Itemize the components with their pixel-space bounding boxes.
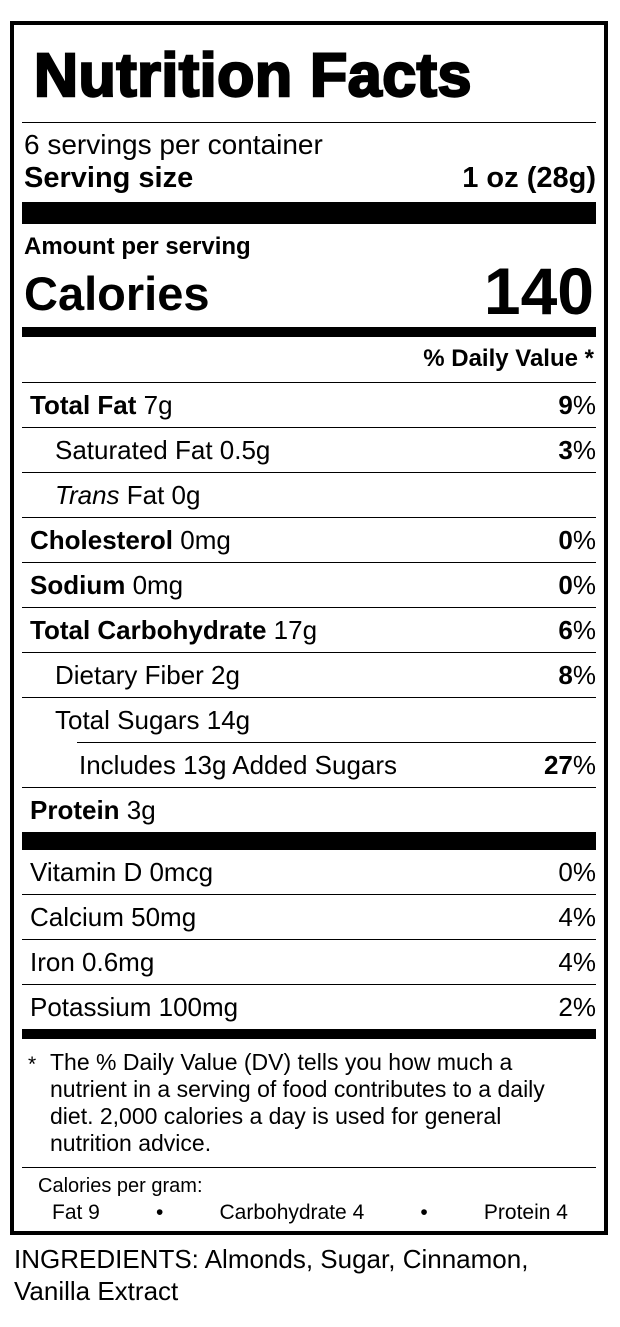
vitamin-name-amount: Calcium 50mg — [30, 902, 197, 932]
daily-value-percent: 6% — [558, 615, 596, 645]
daily-value-percent: 27% — [543, 750, 596, 780]
nutrient-row: Total Carbohydrate 17g 6% — [22, 607, 596, 652]
separator-bar-medium — [22, 327, 596, 337]
servings-per-container: 6 servings per container — [24, 129, 323, 160]
label-title: Nutrition Facts — [33, 41, 473, 109]
separator-bar-medium2 — [22, 1029, 596, 1039]
calories-per-gram-values: Fat 9 • Carbohydrate 4 • Protein 4 — [24, 1198, 596, 1231]
nutrient-name-amount: Total Sugars 14g — [55, 705, 251, 735]
calories-per-gram-item: Fat 9 — [52, 1201, 100, 1224]
nutrient-row: Sodium 0mg 0% — [22, 562, 596, 607]
nutrient-row: Dietary Fiber 2g 8% — [22, 652, 596, 697]
calories-per-gram-label: Calories per gram: — [38, 1175, 203, 1197]
calories-value: 140 — [483, 254, 594, 328]
nutrient-row: Total Fat 7g 9% — [22, 383, 596, 427]
vitamin-row: Potassium 100mg 2% — [22, 984, 596, 1029]
daily-value-footnote: * The % Daily Value (DV) tells you how m… — [22, 1039, 596, 1167]
divider — [22, 607, 596, 608]
daily-value-header: % Daily Value * — [423, 345, 594, 372]
serving-size-row: Serving size 1 oz (28g) — [22, 161, 596, 202]
serving-size-value: 1 oz (28g) — [462, 162, 596, 194]
footnote-asterisk: * — [28, 1053, 37, 1076]
daily-value-percent: 4% — [558, 947, 596, 977]
vitamin-row: Vitamin D 0mcg 0% — [22, 850, 596, 894]
divider — [22, 894, 596, 895]
divider — [22, 562, 596, 563]
divider — [22, 652, 596, 653]
divider — [22, 382, 596, 383]
daily-value-percent: 0% — [558, 525, 596, 555]
daily-value-percent: 8% — [558, 660, 596, 690]
nutrient-row: Trans Fat 0g — [22, 472, 596, 517]
nutrition-facts-label: Nutrition Facts 6 servings per container… — [10, 21, 608, 1235]
nutrient-row: Cholesterol 0mg 0% — [22, 517, 596, 562]
vitamin-name-amount: Vitamin D 0mcg — [30, 857, 214, 887]
vitamin-row: Iron 0.6mg 4% — [22, 939, 596, 984]
daily-value-percent: 0% — [558, 570, 596, 600]
nutrient-name-amount: Cholesterol 0mg — [30, 525, 231, 555]
divider — [22, 697, 596, 698]
daily-value-percent: 4% — [558, 902, 596, 932]
calories-per-gram-item: Protein 4 — [483, 1201, 568, 1224]
divider — [22, 122, 596, 123]
amount-per-serving: Amount per serving — [24, 233, 251, 260]
nutrient-rows: Total Fat 7g 9% Saturated Fat 0.5g 3% Trans … — [22, 383, 596, 832]
nutrient-name-amount: Total Fat 7g — [30, 390, 173, 420]
vitamin-rows: Vitamin D 0mcg 0% Calcium 50mg 4% Iron 0.6mg… — [22, 850, 596, 1029]
daily-value-percent: 2% — [558, 992, 596, 1022]
daily-value-percent: 9% — [558, 390, 596, 420]
calories-per-gram-item: Carbohydrate 4 — [219, 1201, 365, 1224]
nutrient-name-amount: Saturated Fat 0.5g — [55, 435, 271, 465]
calories-per-gram-section: Calories per gram: Fat 9 • Carbohydrate 4 •… — [22, 1168, 596, 1231]
divider — [22, 517, 596, 518]
calories-row: Calories 140 — [22, 254, 596, 328]
vitamin-row: Calcium 50mg 4% — [22, 894, 596, 939]
divider — [22, 1167, 596, 1168]
vitamin-name-amount: Iron 0.6mg — [30, 947, 155, 977]
nutrient-row: Includes 13g Added Sugars 27% — [22, 742, 596, 787]
nutrient-name-amount: Sodium 0mg — [30, 570, 184, 600]
daily-value-percent: 0% — [558, 857, 596, 887]
daily-value-percent: 3% — [558, 435, 596, 465]
divider — [22, 984, 596, 985]
nutrient-name-amount: Includes 13g Added Sugars — [79, 750, 398, 780]
calories-label: Calories — [24, 267, 210, 320]
divider — [22, 787, 596, 788]
divider — [77, 742, 596, 743]
footnote-text: The % Daily Value (DV) tells you how muc… — [50, 1049, 545, 1156]
nutrient-name-amount: Dietary Fiber 2g — [55, 660, 240, 690]
separator-bar-thick2 — [22, 832, 596, 850]
serving-size-label: Serving size — [24, 162, 194, 194]
bullet-separator: • — [420, 1201, 428, 1224]
nutrient-row: Total Sugars 14g — [22, 697, 596, 742]
ingredients-text: INGREDIENTS: Almonds, Sugar, Cinnamon, V… — [14, 1244, 529, 1306]
nutrient-name-amount: Total Carbohydrate 17g — [30, 615, 318, 645]
separator-bar-thick — [22, 202, 596, 224]
nutrient-name-amount: Trans Fat 0g — [55, 480, 201, 510]
nutrient-row: Protein 3g — [22, 787, 596, 832]
nutrient-row: Saturated Fat 0.5g 3% — [22, 427, 596, 472]
divider — [22, 427, 596, 428]
divider — [22, 939, 596, 940]
nutrient-name-amount: Protein 3g — [30, 795, 156, 825]
bullet-separator: • — [156, 1201, 164, 1224]
divider — [22, 472, 596, 473]
vitamin-name-amount: Potassium 100mg — [30, 992, 239, 1022]
